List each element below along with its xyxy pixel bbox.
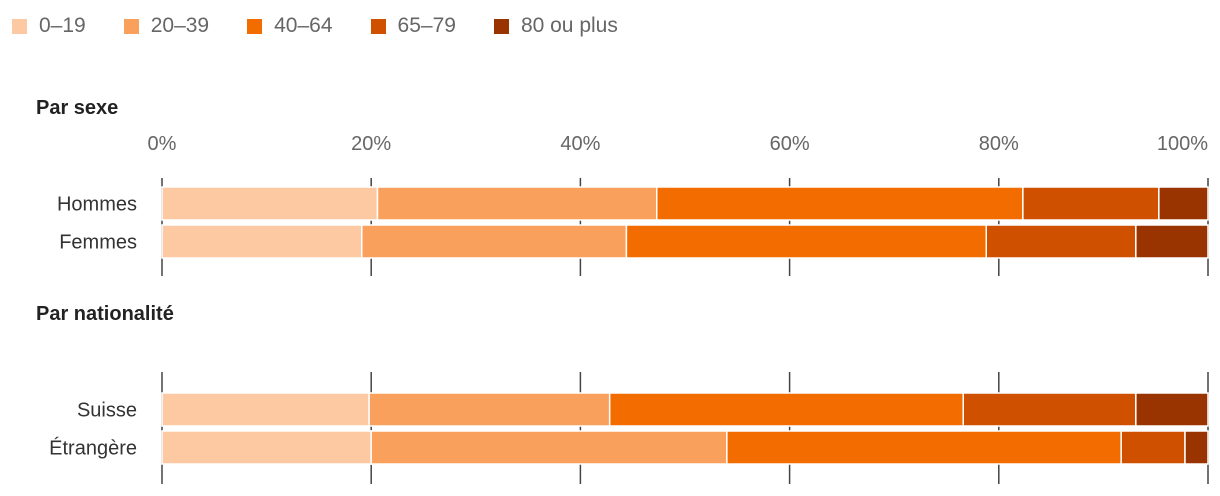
bar-segment <box>361 224 628 259</box>
legend-swatch <box>123 18 139 34</box>
x-tick-label: 20% <box>351 133 391 155</box>
bar-segment <box>161 430 372 465</box>
x-tick-label: 100% <box>1157 133 1208 155</box>
bar-segment <box>726 430 1122 465</box>
legend-item: 0–19 <box>12 14 86 38</box>
bar-segment <box>368 392 611 427</box>
legend-label: 40–64 <box>274 14 333 37</box>
bar-segment <box>625 224 987 259</box>
group-title: Par sexe <box>36 97 118 119</box>
bar-segment <box>608 392 964 427</box>
legend-swatch <box>493 18 509 34</box>
bar-segment <box>1158 186 1209 221</box>
row-label: Suisse <box>77 400 137 422</box>
bar-segment <box>1135 392 1209 427</box>
bar-segment <box>656 186 1024 221</box>
row-label: Hommes <box>57 194 137 216</box>
bar-segment <box>161 186 379 221</box>
row-label: Femmes <box>59 232 137 254</box>
x-tick-label: 60% <box>770 133 810 155</box>
legend-item: 80 ou plus <box>493 14 618 38</box>
legend-label: 0–19 <box>39 14 86 37</box>
bar-segment <box>161 224 363 259</box>
legend-swatch <box>370 18 386 34</box>
legend-label: 80 ou plus <box>520 14 618 37</box>
bar-segment <box>376 186 658 221</box>
bar-segment <box>1022 186 1160 221</box>
bar-segment <box>985 224 1137 259</box>
bar-segment <box>962 392 1137 427</box>
bar-segment <box>370 430 728 465</box>
x-tick-label: 0% <box>148 133 177 155</box>
bar-segment <box>161 392 370 427</box>
bar-segment <box>1184 430 1209 465</box>
legend-swatch <box>247 18 263 34</box>
legend-label: 65–79 <box>397 14 456 37</box>
legend-item: 65–79 <box>370 14 456 38</box>
bar-segment <box>1135 224 1209 259</box>
x-tick-label: 80% <box>979 133 1019 155</box>
x-tick-label: 40% <box>560 133 600 155</box>
legend-label: 20–39 <box>150 14 210 37</box>
row-label: Étrangère <box>49 437 137 460</box>
legend: 0–19 20–39 40–64 65–79 80 ou plus <box>12 12 656 40</box>
bar-segment <box>1120 430 1186 465</box>
legend-item: 40–64 <box>247 14 333 38</box>
legend-item: 20–39 <box>123 14 210 38</box>
legend-swatch <box>12 18 27 34</box>
group-title: Par nationalité <box>36 303 174 325</box>
